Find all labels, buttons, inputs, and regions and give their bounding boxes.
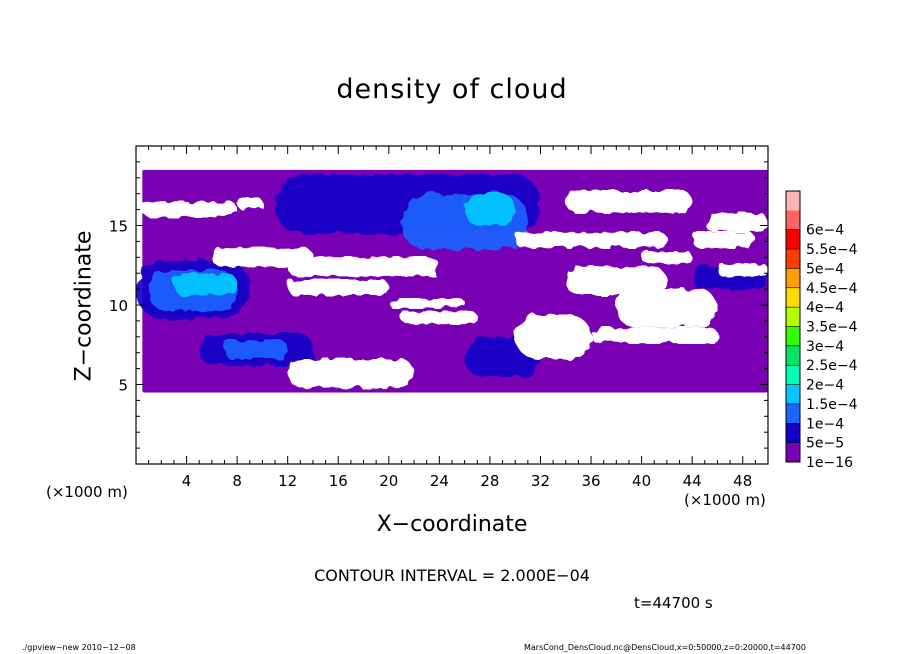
colorbar-swatch-10 [786,249,800,269]
colorbar-label-11: 5.5e−4 [806,242,858,258]
x-tick-label-8: 8 [232,472,242,490]
colorbar-swatch-4 [786,365,800,385]
x-axis-label: X−coordinate [376,512,528,537]
x-tick-label-32: 32 [531,472,550,490]
colorbar-swatch-13 [786,191,800,211]
colorbar-label-1: 5e−5 [806,436,844,452]
colorbar-label-5: 2.5e−4 [806,358,858,374]
clear-sky-hole-11 [717,263,768,277]
x-unit-label-left: (×1000 m) [46,483,128,501]
clear-sky-hole-10 [616,289,718,328]
footer-command: ./gpview−new 2010−12−08 [22,643,136,652]
colorbar-label-6: 3e−4 [806,339,844,355]
colorbar-swatch-6 [786,326,800,346]
density-region-10 [464,193,516,226]
clear-sky-hole-8 [287,279,389,296]
colorbar-swatch-3 [786,384,800,404]
clear-sky-hole-7 [692,231,756,248]
x-tick-label-12: 12 [278,472,297,490]
colorbar-label-12: 6e−4 [806,223,844,239]
colorbar-swatch-1 [786,423,800,443]
x-tick-label-4: 4 [182,472,192,490]
chart-title: density of cloud [336,74,568,105]
time-label: t=44700 s [634,594,713,612]
clear-sky-hole-1 [237,196,263,210]
footer-source: MarsCond_DensCloud.nc@DensCloud,x=0:5000… [524,643,806,652]
colorbar-label-2: 1e−4 [806,416,844,432]
colorbar-swatch-9 [786,268,800,288]
colorbar-swatch-8 [786,287,800,308]
clear-sky-hole-16 [388,298,465,309]
colorbar-label-9: 4.5e−4 [806,281,858,297]
x-tick-label-36: 36 [581,472,600,490]
clear-sky-hole-6 [515,231,667,248]
y-tick-label-5: 5 [118,377,128,395]
y-axis: 5 10 15 [109,161,768,449]
clear-sky-hole-2 [565,190,693,213]
y-tick-label-15: 15 [109,218,128,236]
x-axis: 4 8 12 16 20 24 28 32 36 40 44 48 [148,146,756,490]
contour-interval: CONTOUR INTERVAL = 2.000E−04 [314,566,590,585]
colorbar-swatch-12 [786,210,800,230]
colorbar-swatch-0 [786,442,800,462]
colorbar-label-0: 1e−16 [806,455,853,471]
y-axis-label: Z−coordinate [71,230,97,382]
x-tick-label-20: 20 [379,472,398,490]
clear-sky-hole-3 [704,212,768,232]
clear-sky-hole-17 [641,250,693,264]
x-tick-label-44: 44 [683,472,702,490]
clear-sky-hole-14 [401,311,478,325]
x-tick-label-40: 40 [632,472,651,490]
clear-sky-hole-9 [565,266,667,296]
x-unit-label-right: (×1000 m) [684,491,766,509]
density-region-9 [173,273,238,296]
clear-sky-hole-12 [591,327,718,344]
colorbar-swatch-11 [786,229,800,250]
colorbar: 1e−16 5e−5 1e−4 1.5e−4 2e−4 2.5e−4 3e−4 3.5e−4 4… [785,190,858,471]
clear-sky-hole-13 [515,314,592,360]
x-tick-label-24: 24 [430,472,449,490]
clear-sky-hole-5 [287,257,440,277]
colorbar-label-10: 5e−4 [806,261,844,277]
colorbar-swatch-7 [786,307,800,327]
x-tick-label-28: 28 [480,472,499,490]
density-region-8 [224,339,288,360]
x-tick-label-48: 48 [733,472,752,490]
clear-sky-hole-15 [287,359,415,388]
clear-sky-holes [142,190,768,388]
colorbar-label-3: 1.5e−4 [806,397,858,413]
clear-sky-hole-4 [211,247,313,267]
y-tick-label-10: 10 [109,297,128,315]
colorbar-swatch-2 [786,403,800,424]
colorbar-label-7: 3.5e−4 [806,320,858,336]
x-tick-label-16: 16 [329,472,348,490]
colorbar-label-8: 4e−4 [806,300,844,316]
colorbar-label-4: 2e−4 [806,378,844,394]
clear-sky-hole-0 [142,201,238,218]
colorbar-swatch-5 [786,345,800,366]
